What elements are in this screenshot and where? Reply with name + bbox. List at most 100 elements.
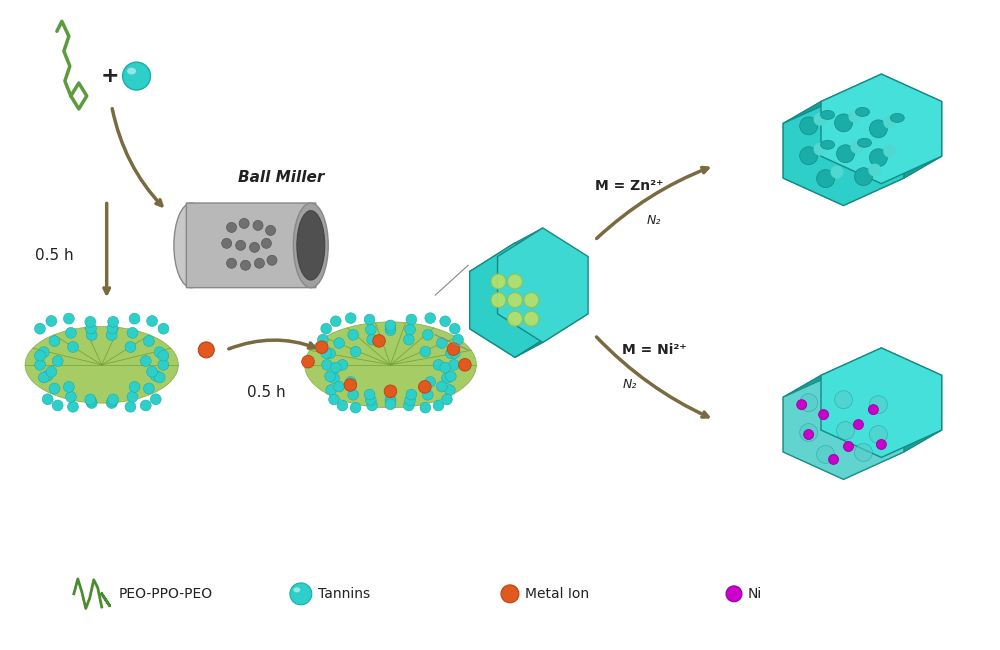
Ellipse shape [266,226,276,235]
Ellipse shape [442,372,452,384]
Ellipse shape [52,356,63,367]
Ellipse shape [174,203,209,288]
Ellipse shape [406,389,417,400]
Ellipse shape [140,400,151,411]
Polygon shape [783,348,881,397]
Ellipse shape [835,114,852,132]
Ellipse shape [293,588,300,592]
Ellipse shape [837,422,854,439]
Ellipse shape [384,385,397,398]
Ellipse shape [524,311,539,326]
Ellipse shape [350,346,361,357]
Text: Ni: Ni [748,587,762,601]
Ellipse shape [835,391,852,409]
Ellipse shape [108,394,119,405]
Ellipse shape [65,391,76,402]
Ellipse shape [449,359,459,370]
Ellipse shape [42,394,53,405]
Ellipse shape [329,372,339,384]
Ellipse shape [800,394,818,411]
Ellipse shape [869,426,887,443]
Ellipse shape [850,140,863,153]
Ellipse shape [158,350,169,361]
Ellipse shape [35,359,46,370]
Ellipse shape [449,348,460,358]
Ellipse shape [158,323,169,334]
Ellipse shape [86,396,96,407]
Ellipse shape [318,334,328,345]
Ellipse shape [876,439,886,449]
Ellipse shape [68,342,78,352]
Ellipse shape [86,323,96,334]
Ellipse shape [52,400,63,411]
Ellipse shape [305,322,476,408]
Ellipse shape [42,370,53,381]
Ellipse shape [857,138,871,148]
Ellipse shape [425,376,436,387]
Ellipse shape [869,396,887,413]
Ellipse shape [365,324,376,335]
Ellipse shape [365,395,376,406]
Ellipse shape [848,110,861,123]
Polygon shape [844,74,942,124]
Ellipse shape [127,391,138,402]
Ellipse shape [422,389,433,400]
Polygon shape [904,375,942,452]
Ellipse shape [524,292,539,307]
Polygon shape [783,101,821,178]
Ellipse shape [150,370,161,381]
Ellipse shape [814,143,826,155]
Ellipse shape [25,326,178,403]
Ellipse shape [86,330,97,341]
Ellipse shape [330,316,341,326]
Ellipse shape [800,424,818,441]
Ellipse shape [385,399,396,410]
Ellipse shape [150,394,161,405]
Ellipse shape [868,164,881,177]
Ellipse shape [253,220,263,230]
Polygon shape [821,348,942,458]
Text: Ball Miller: Ball Miller [238,170,324,185]
Ellipse shape [46,316,57,326]
Ellipse shape [883,145,896,157]
Ellipse shape [821,140,835,150]
Ellipse shape [440,362,451,373]
Ellipse shape [315,341,328,354]
Ellipse shape [507,311,522,326]
Ellipse shape [227,222,237,233]
Polygon shape [844,348,942,397]
Ellipse shape [330,362,341,373]
Ellipse shape [108,317,119,327]
Ellipse shape [855,107,869,116]
Ellipse shape [817,170,835,188]
Ellipse shape [491,292,506,307]
Ellipse shape [325,348,335,359]
Ellipse shape [507,274,522,289]
Ellipse shape [385,394,396,405]
Ellipse shape [367,334,377,345]
Ellipse shape [334,338,344,348]
Ellipse shape [337,359,348,370]
Polygon shape [783,375,821,452]
Polygon shape [470,257,498,329]
Ellipse shape [227,258,237,268]
Ellipse shape [63,382,74,393]
Ellipse shape [85,394,96,405]
Ellipse shape [236,240,246,250]
Polygon shape [844,430,942,479]
Ellipse shape [403,400,414,411]
Ellipse shape [854,168,872,186]
Ellipse shape [334,382,344,392]
Ellipse shape [501,585,519,603]
Polygon shape [844,156,942,205]
Ellipse shape [147,367,157,377]
Ellipse shape [403,334,414,345]
Ellipse shape [85,317,96,327]
Ellipse shape [819,410,829,420]
Ellipse shape [127,328,138,338]
Ellipse shape [290,583,312,605]
Ellipse shape [321,323,332,334]
Ellipse shape [65,328,76,338]
Ellipse shape [817,445,835,463]
Ellipse shape [345,376,356,387]
